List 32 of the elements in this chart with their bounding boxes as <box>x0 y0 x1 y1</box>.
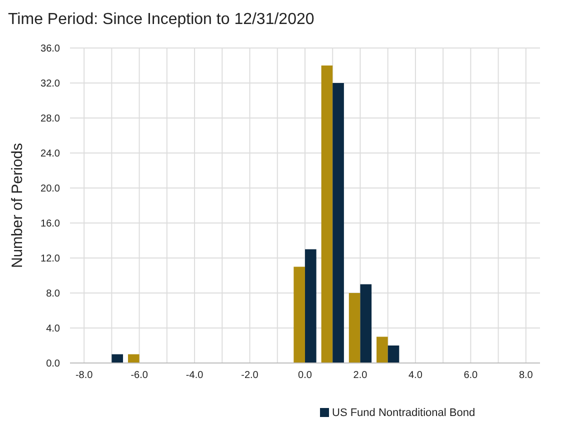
x-tick-label: 4.0 <box>408 370 423 381</box>
y-tick-label: 28.0 <box>40 114 60 124</box>
bar <box>360 284 372 363</box>
bar <box>305 249 316 363</box>
x-tick-label: -8.0 <box>75 370 94 381</box>
y-tick-label: 24.0 <box>40 148 60 160</box>
bar <box>321 66 333 363</box>
x-tick-label: 6.0 <box>464 370 478 381</box>
y-tick-label: 8.0 <box>46 288 60 300</box>
x-tick-label: -4.0 <box>186 370 204 381</box>
x-tick-label: 0.0 <box>298 370 312 381</box>
chart-title: Time Period: Since Inception to 12/31/2020 <box>8 11 314 28</box>
bar <box>294 266 305 363</box>
y-tick-label: 12.0 <box>40 254 60 264</box>
x-tick-label: 8.0 <box>518 370 534 381</box>
x-tick-label: 2.0 <box>353 370 368 381</box>
legend-label: US Fund Nontraditional Bond <box>332 407 476 419</box>
x-tick-label: -6.0 <box>130 370 148 381</box>
x-tick-label: -2.0 <box>241 370 259 381</box>
y-tick-label: 16.0 <box>40 218 60 230</box>
bar <box>376 336 388 363</box>
bar <box>332 83 344 363</box>
y-tick-label: 32.0 <box>40 78 60 90</box>
y-tick-label: 36.0 <box>40 44 60 54</box>
bar <box>388 346 400 363</box>
y-tick-label: 4.0 <box>46 324 60 334</box>
bar <box>128 354 140 363</box>
bar <box>348 293 360 363</box>
y-tick-label: 20.0 <box>40 184 60 194</box>
y-axis-title: Number of Periods <box>9 142 26 268</box>
y-tick-label: 0.0 <box>46 358 60 370</box>
bar <box>112 354 124 363</box>
